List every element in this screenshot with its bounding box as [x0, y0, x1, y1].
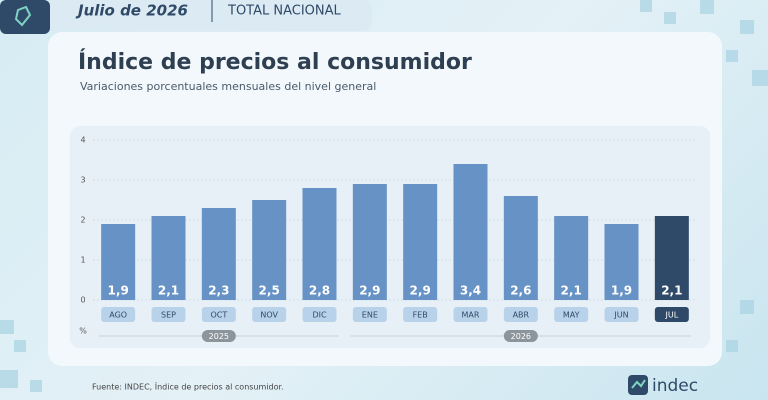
chart-title: Índice de precios al consumidor	[78, 49, 472, 75]
year-pill	[503, 330, 538, 342]
bar	[201, 208, 236, 300]
category-pill	[453, 307, 488, 322]
chart-subtitle: Variaciones porcentuales mensuales del n…	[80, 80, 376, 93]
bar	[302, 188, 337, 300]
value-label: 2,1	[561, 284, 582, 298]
year-pill	[201, 330, 236, 342]
y-tick-label: 4	[80, 136, 85, 145]
category-pill	[101, 307, 136, 322]
bar	[352, 184, 387, 300]
year-label: 2025	[209, 332, 229, 341]
header-tab	[0, 0, 372, 31]
value-label: 2,9	[410, 284, 431, 298]
category-pill	[151, 307, 186, 322]
x-tick-label: ENE	[362, 311, 378, 320]
x-tick-label: DIC	[312, 311, 327, 320]
x-tick-label: OCT	[210, 311, 227, 320]
x-tick-label: ABR	[513, 311, 530, 320]
bar	[604, 224, 639, 300]
bar	[252, 200, 287, 300]
x-tick-label: JUL	[664, 311, 678, 320]
x-tick-label: SEP	[161, 311, 176, 320]
x-tick-label: NOV	[260, 311, 278, 320]
category-pill	[503, 307, 538, 322]
header-scope: TOTAL NACIONAL	[227, 4, 342, 19]
x-tick-label: JUN	[613, 311, 628, 320]
value-label: 3,4	[460, 284, 481, 298]
category-pill	[554, 307, 589, 322]
value-label: 2,1	[158, 284, 179, 298]
bar	[654, 216, 689, 300]
x-tick-label: FEB	[413, 311, 428, 320]
source: Fuente: INDEC, Índice de precios al cons…	[92, 381, 284, 392]
value-label: 2,1	[661, 284, 682, 298]
category-pill	[302, 307, 337, 322]
bar	[151, 216, 186, 300]
value-label: 2,3	[208, 284, 229, 298]
category-pill	[403, 307, 438, 322]
tag-icon	[14, 5, 32, 27]
category-pill	[604, 307, 639, 322]
logo-icon	[628, 375, 648, 395]
y-tick-label: 2	[80, 216, 85, 225]
header-icon	[0, 0, 50, 34]
x-tick-label: AGO	[109, 311, 127, 320]
bar	[453, 164, 488, 300]
value-label: 2,8	[309, 284, 330, 298]
y-tick-label: 3	[80, 176, 85, 185]
value-label: 1,9	[108, 284, 129, 298]
value-label: 2,6	[510, 284, 531, 298]
value-label: 2,9	[359, 284, 380, 298]
bar	[101, 224, 136, 300]
value-label: 1,9	[611, 284, 632, 298]
y-tick-label: 0	[80, 296, 85, 305]
bar	[503, 196, 538, 300]
y-tick-label: 1	[80, 256, 85, 265]
category-pill	[654, 307, 689, 322]
x-tick-label: MAR	[462, 311, 480, 320]
logo-text: indec	[652, 376, 698, 396]
bar	[554, 216, 589, 300]
category-pill	[352, 307, 387, 322]
header-period: Julio de 2026	[75, 2, 188, 20]
value-label: 2,5	[259, 284, 280, 298]
x-tick-label: MAY	[563, 311, 580, 320]
category-pill	[252, 307, 287, 322]
bar	[403, 184, 438, 300]
category-pill	[201, 307, 236, 322]
year-label: 2026	[511, 332, 531, 341]
unit-label: %	[79, 327, 87, 336]
